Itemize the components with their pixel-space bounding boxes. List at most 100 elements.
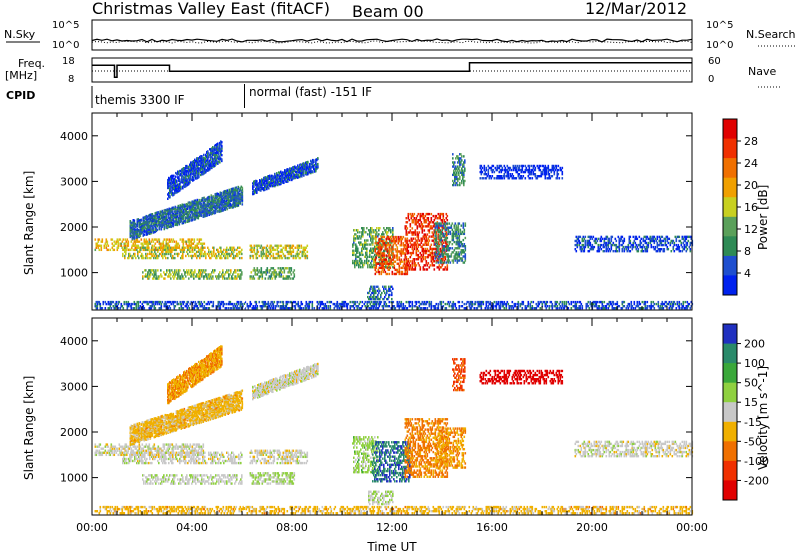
heatmap-cell — [232, 248, 234, 252]
heatmap-cell — [396, 256, 399, 259]
heatmap-cell — [147, 273, 149, 276]
heatmap-cell — [238, 196, 241, 199]
heatmap-cell — [219, 193, 222, 197]
heatmap-cell — [151, 226, 154, 229]
heatmap-cell — [215, 204, 218, 207]
heatmap-cell — [127, 248, 130, 252]
heatmap-cell — [193, 277, 195, 280]
heatmap-cell — [144, 230, 147, 233]
heatmap-cell — [131, 230, 134, 233]
heatmap-cell — [206, 150, 208, 154]
heatmap-cell — [371, 263, 373, 267]
heatmap-cell — [174, 275, 176, 278]
heatmap-cell — [280, 250, 283, 254]
heatmap-cell — [196, 256, 198, 260]
heatmap-cell — [397, 237, 400, 241]
heatmap-cell — [426, 233, 429, 236]
heatmap-cell — [273, 256, 276, 260]
heatmap-cell — [435, 224, 438, 227]
heatmap-cell — [208, 275, 210, 278]
heatmap-cell — [160, 214, 163, 217]
heatmap-cell — [129, 224, 132, 227]
heatmap-cell — [434, 214, 437, 218]
heatmap-cell — [405, 247, 408, 251]
heatmap-cell — [302, 164, 304, 167]
heatmap-cell — [375, 256, 378, 259]
heatmap-cell — [378, 233, 380, 236]
heatmap-cell — [250, 248, 253, 252]
heatmap-cell — [413, 264, 416, 267]
heatmap-cell — [185, 203, 188, 206]
heatmap-cell — [213, 209, 216, 213]
heatmap-cell — [424, 241, 427, 244]
heatmap-cell — [386, 241, 388, 244]
heatmap-cell — [237, 203, 240, 207]
heatmap-cell — [418, 256, 421, 259]
heatmap-cell — [288, 244, 291, 247]
heatmap-cell — [257, 250, 260, 254]
heatmap-cell — [133, 252, 135, 256]
heatmap-cell — [253, 269, 256, 272]
heatmap-cell — [411, 264, 414, 267]
heatmap-cell — [198, 163, 200, 167]
heatmap-cell — [263, 246, 266, 249]
heatmap-cell — [377, 242, 380, 245]
heatmap-cell — [169, 218, 172, 222]
heatmap-cell — [414, 266, 417, 269]
heatmap-cell — [238, 198, 241, 201]
heatmap-cell — [218, 160, 220, 163]
heatmap-cell — [169, 187, 171, 190]
heatmap-cell — [297, 246, 300, 249]
heatmap-cell — [198, 157, 200, 160]
heatmap-cell — [445, 238, 448, 242]
heatmap-cell — [174, 223, 177, 227]
heatmap-cell — [107, 248, 110, 252]
heatmap-cell — [436, 240, 439, 244]
heatmap-cell — [160, 223, 163, 227]
heatmap-cell — [439, 259, 442, 262]
heatmap-cell — [262, 252, 265, 256]
heatmap-cell — [284, 170, 286, 173]
heatmap-cell — [184, 171, 186, 174]
heatmap-cell — [398, 256, 401, 259]
heatmap-cell — [241, 273, 243, 276]
heatmap-cell — [231, 187, 234, 191]
heatmap-cell — [224, 195, 227, 198]
heatmap-cell — [434, 247, 437, 251]
heatmap-cell — [196, 160, 198, 163]
heatmap-cell — [232, 203, 235, 207]
heatmap-cell — [393, 240, 396, 243]
heatmap-cell — [237, 273, 239, 276]
heatmap-cell — [164, 211, 167, 215]
heatmap-cell — [385, 254, 388, 257]
heatmap-cell — [176, 179, 178, 183]
heatmap-cell — [227, 277, 229, 280]
heatmap-cell — [192, 162, 194, 166]
heatmap-cell — [174, 244, 177, 247]
heatmap-cell — [180, 169, 182, 173]
heatmap-cell — [405, 229, 408, 232]
heatmap-cell — [260, 273, 263, 276]
heatmap-cell — [367, 255, 369, 259]
heatmap-cell — [190, 202, 193, 206]
heatmap-cell — [265, 246, 268, 249]
heatmap-cell — [404, 270, 407, 274]
heatmap-cell — [193, 201, 196, 205]
heatmap-cell — [432, 258, 435, 261]
heatmap-cell — [417, 235, 420, 238]
heatmap-cell — [286, 172, 288, 175]
heatmap-cell — [210, 197, 213, 200]
heatmap-cell — [353, 253, 355, 257]
heatmap-cell — [289, 244, 292, 247]
heatmap-cell — [353, 261, 355, 265]
heatmap-cell — [220, 250, 222, 254]
heatmap-cell — [255, 244, 258, 247]
heatmap-cell — [200, 155, 202, 158]
heatmap-cell — [163, 277, 165, 280]
heatmap-cell — [170, 177, 172, 180]
heatmap-cell — [165, 223, 168, 227]
heatmap-cell — [184, 182, 186, 185]
heatmap-cell — [445, 212, 448, 216]
heatmap-cell — [142, 228, 145, 232]
heatmap-cell — [213, 158, 215, 161]
